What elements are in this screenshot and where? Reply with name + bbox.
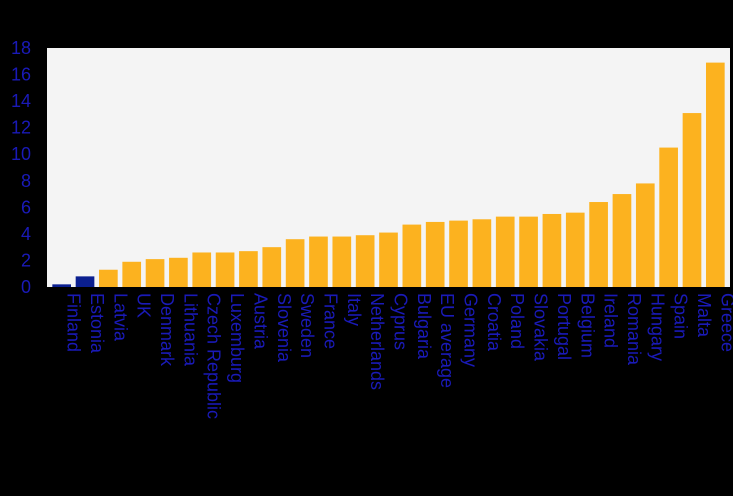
bar <box>635 183 655 287</box>
bar <box>682 113 702 287</box>
bar <box>285 239 305 287</box>
x-category-label: Spain <box>671 293 691 339</box>
bar <box>519 216 538 287</box>
bar <box>239 251 258 287</box>
bar <box>425 221 445 287</box>
x-category-label: France <box>320 293 340 349</box>
x-category-label: Estonia <box>87 293 107 354</box>
x-category-label: Greece <box>717 293 733 352</box>
x-category-label: Ireland <box>601 293 621 348</box>
x-category-label: Germany <box>461 293 481 367</box>
x-category-label: Slovenia <box>274 293 294 363</box>
y-tick-label: 8 <box>21 171 31 191</box>
x-category-label: Finland <box>64 293 84 352</box>
bar <box>75 276 95 287</box>
x-category-label: Sweden <box>297 293 317 358</box>
x-category-label: Netherlands <box>367 293 387 390</box>
x-category-label: Cyprus <box>391 293 411 350</box>
y-tick-label: 12 <box>11 118 31 138</box>
bar <box>542 213 562 287</box>
y-tick-label: 10 <box>11 144 31 164</box>
bar <box>122 261 142 287</box>
bar <box>145 259 165 287</box>
bar <box>612 194 632 287</box>
bar <box>659 147 678 287</box>
y-tick-label: 2 <box>21 250 31 270</box>
y-tick-label: 14 <box>11 91 31 111</box>
x-category-label: Romania <box>624 293 644 366</box>
y-tick-label: 4 <box>21 224 31 244</box>
y-tick-label: 0 <box>21 277 31 297</box>
bar <box>169 257 188 287</box>
x-category-label: Denmark <box>157 293 177 367</box>
bar <box>449 220 468 287</box>
bar <box>215 252 235 287</box>
bar <box>52 284 72 287</box>
x-category-label: Lithuania <box>180 293 200 367</box>
x-category-label: Croatia <box>484 293 504 352</box>
bar <box>565 212 585 287</box>
bar <box>262 247 282 287</box>
bar <box>472 219 492 287</box>
bar <box>309 236 328 287</box>
x-category-label: Portugal <box>554 293 574 360</box>
bar <box>355 235 375 287</box>
x-category-label: Bulgaria <box>414 293 434 360</box>
bar <box>705 62 725 287</box>
x-category-label: Belgium <box>577 293 597 358</box>
x-category-label: Poland <box>507 293 527 349</box>
x-axis-category-labels: Finland Estonia Latvia UK Denmark Lithuania Cz… <box>64 293 733 419</box>
x-category-label: Luxemburg <box>227 293 247 383</box>
bar <box>589 202 608 287</box>
y-tick-label: 18 <box>11 38 31 58</box>
x-category-label: Czech Republic <box>204 293 224 419</box>
y-tick-label: 16 <box>11 65 31 85</box>
x-category-label: Austria <box>250 293 270 350</box>
x-category-label: Slovakia <box>531 293 551 362</box>
x-category-label: Italy <box>344 293 364 326</box>
bar <box>332 236 352 287</box>
y-axis-tick-labels: 0 2 4 6 8 10 12 14 16 18 <box>11 38 31 297</box>
x-category-label: Latvia <box>110 293 130 342</box>
x-category-label: Malta <box>694 293 714 338</box>
bar <box>99 269 118 287</box>
bar <box>402 224 422 287</box>
bar <box>495 216 515 287</box>
bars <box>52 62 725 287</box>
x-category-label: UK <box>134 293 154 318</box>
bar <box>379 232 398 287</box>
y-tick-label: 6 <box>21 197 31 217</box>
bar <box>192 252 212 287</box>
x-category-label: EU average <box>437 293 457 388</box>
x-category-label: Hungary <box>647 293 667 361</box>
